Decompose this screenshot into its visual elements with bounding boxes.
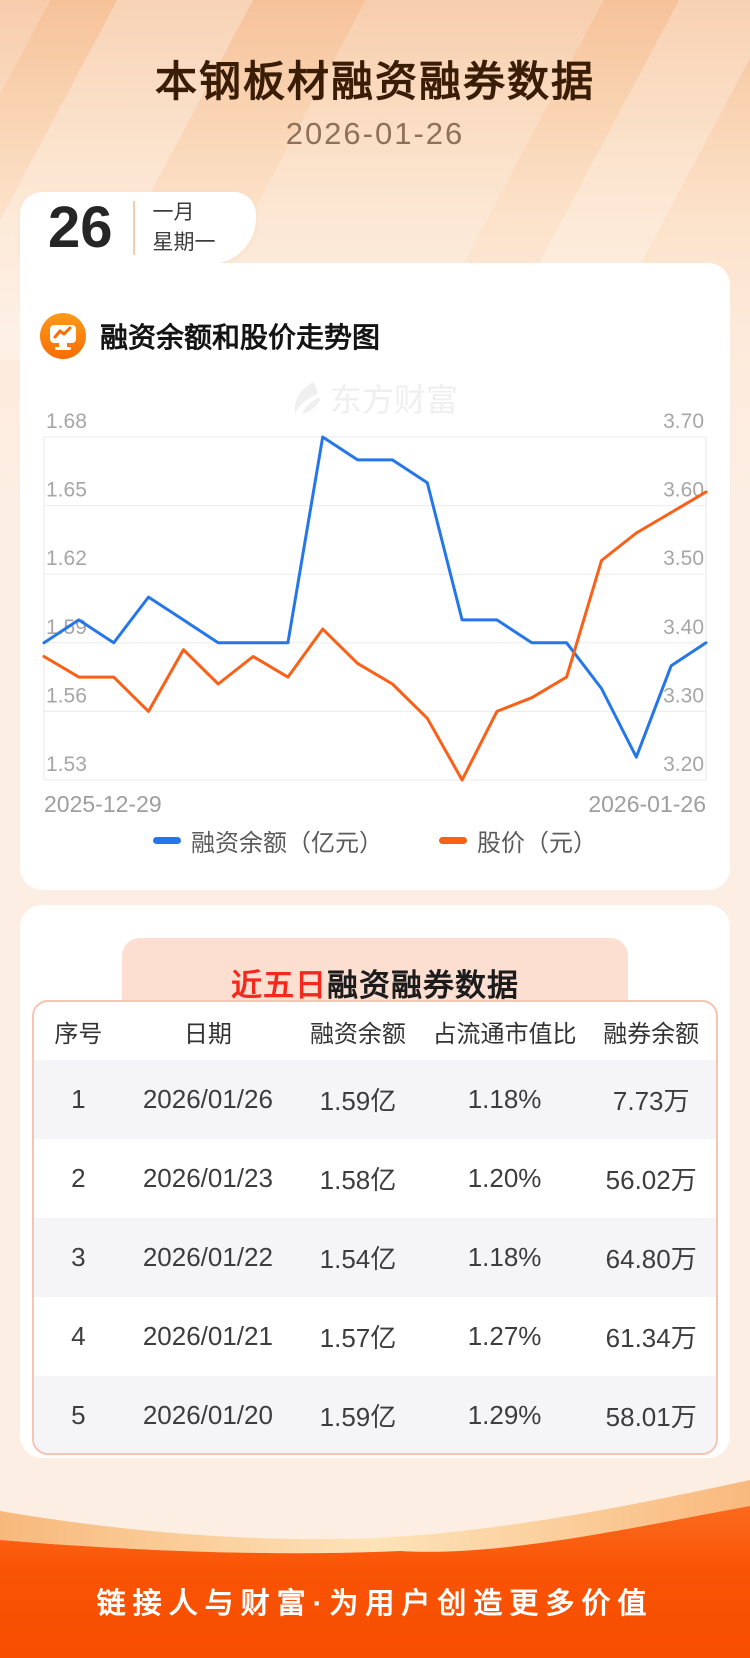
table-title-rest: 融资融券数据 xyxy=(327,968,519,1003)
table-cell: 2026/01/23 xyxy=(142,1163,273,1193)
table-cell: 2026/01/26 xyxy=(142,1084,273,1114)
trend-chart: 1.68 3.701.65 3.601.62 3.501.59 3.401.56 3.30… xyxy=(42,410,708,817)
table-section-card: 近五日融资融券数据 东方财富 序号 日期 融资余额 占流通市值比 融券余额 12… xyxy=(20,905,730,1458)
calendar-weekday: 星期一 xyxy=(152,231,216,254)
table-header-cell: 融资余额 xyxy=(309,1020,406,1048)
table-cell: 1 xyxy=(71,1084,86,1114)
x-axis-end-label: 2026-01-26 xyxy=(588,791,706,817)
footer-wave xyxy=(0,1480,750,1658)
right-axis-tick: 3.20 xyxy=(663,753,704,776)
chart-legend: 融资余额（亿元） 股价（元） xyxy=(20,823,730,858)
table-row: 2 2026/01/23 1.58亿 1.20% 56.02万 xyxy=(34,1139,716,1218)
table-row: 3 2026/01/22 1.54亿 1.18% 64.80万 xyxy=(34,1218,716,1297)
right-axis-tick: 3.40 xyxy=(663,616,704,639)
legend-item: 股价（元） xyxy=(439,823,597,858)
table-cell: 5 xyxy=(71,1400,86,1430)
chart-card: 融资余额和股价走势图 东方财富 1.68 3.70 1.65 3.60 1.62 3.50… xyxy=(20,263,730,890)
table-cell: 1.54亿 xyxy=(319,1244,397,1274)
table-cell: 64.80万 xyxy=(605,1244,697,1274)
calendar-chip: 26 一月 星期一 xyxy=(20,192,256,264)
table-cell: 1.20% xyxy=(467,1163,542,1193)
table-cell: 1.59亿 xyxy=(319,1086,397,1116)
table-cell: 1.18% xyxy=(467,1084,542,1114)
page-title: 本钢板材融资融券数据 xyxy=(154,58,595,105)
table-header-cell: 日期 xyxy=(183,1020,232,1048)
table-cell: 2 xyxy=(71,1163,86,1193)
left-axis-tick: 1.56 xyxy=(46,684,87,707)
x-axis-start-label: 2025-12-29 xyxy=(44,791,162,817)
legend-label: 股价（元） xyxy=(477,830,597,857)
chart-section-title: 融资余额和股价走势图 xyxy=(100,322,381,353)
calendar-divider xyxy=(132,201,135,255)
table-header-cell: 融券余额 xyxy=(603,1020,700,1048)
right-axis-tick: 3.50 xyxy=(663,547,704,570)
table-cell: 7.73万 xyxy=(612,1086,690,1116)
legend-label: 融资余额（亿元） xyxy=(191,830,383,857)
table-cell: 4 xyxy=(71,1321,86,1351)
table-header-cell: 序号 xyxy=(54,1020,103,1048)
right-axis-tick: 3.70 xyxy=(663,410,704,433)
table-cell: 2026/01/22 xyxy=(142,1242,273,1272)
right-axis-tick: 3.30 xyxy=(663,684,704,707)
table-cell: 1.29% xyxy=(467,1400,542,1430)
chart-line-series-1 xyxy=(42,490,708,782)
table-cell: 2026/01/21 xyxy=(142,1321,273,1351)
margin-data-table: 序号 日期 融资余额 占流通市值比 融券余额 1 2026/01/26 1.59亿 1… xyxy=(32,1000,718,1455)
right-axis-tick: 3.60 xyxy=(663,479,704,502)
table-cell: 58.01万 xyxy=(605,1402,697,1432)
table-cell: 1.18% xyxy=(467,1242,542,1272)
left-axis-tick: 1.53 xyxy=(46,753,87,776)
table-cell: 61.34万 xyxy=(605,1323,697,1353)
table-header-row: 序号 日期 融资余额 占流通市值比 融券余额 xyxy=(34,1002,716,1060)
page-date: 2026-01-26 xyxy=(285,116,465,151)
table-body: 1 2026/01/26 1.59亿 1.18% 7.73万 2 2026/01/23 1.5… xyxy=(34,1060,716,1453)
legend-dash-icon xyxy=(439,837,467,844)
chart-monitor-icon xyxy=(40,313,86,359)
legend-item: 融资余额（亿元） xyxy=(153,823,383,858)
chart-line-series-0 xyxy=(42,435,708,759)
table-row: 5 2026/01/20 1.59亿 1.29% 58.01万 xyxy=(34,1376,716,1453)
table-cell: 1.27% xyxy=(467,1321,542,1351)
legend-dash-icon xyxy=(153,837,181,844)
calendar-month: 一月 xyxy=(152,201,195,224)
table-row: 4 2026/01/21 1.57亿 1.27% 61.34万 xyxy=(34,1297,716,1376)
footer-slogan: 链接人与财富·为用户创造更多价值 xyxy=(96,1588,654,1620)
left-axis-tick: 1.68 xyxy=(46,410,87,433)
table-cell: 1.57亿 xyxy=(319,1323,397,1353)
left-axis-tick: 1.65 xyxy=(46,479,87,502)
table-cell: 1.59亿 xyxy=(319,1402,397,1432)
table-cell: 56.02万 xyxy=(605,1165,697,1195)
table-title: 近五日融资融券数据 xyxy=(231,960,519,1024)
table-cell: 3 xyxy=(71,1242,86,1272)
table-header-cell: 占流通市值比 xyxy=(432,1020,577,1048)
table-title-highlight: 近五日 xyxy=(231,968,327,1003)
calendar-day: 26 xyxy=(48,195,113,260)
left-axis-tick: 1.62 xyxy=(46,547,87,570)
table-cell: 2026/01/20 xyxy=(142,1400,273,1430)
table-row: 1 2026/01/26 1.59亿 1.18% 7.73万 xyxy=(34,1060,716,1139)
table-cell: 1.58亿 xyxy=(319,1165,397,1195)
